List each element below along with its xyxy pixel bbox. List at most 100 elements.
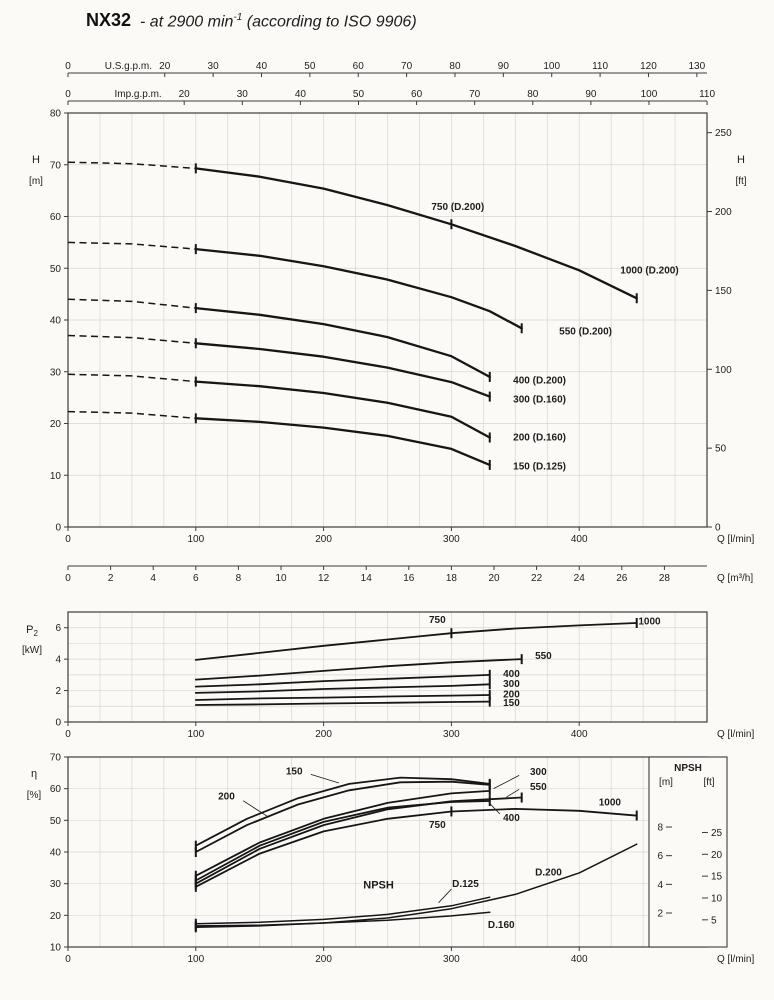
- curve-label: 1000: [638, 616, 661, 627]
- y-tick-label: 2: [55, 686, 61, 697]
- y-tick-label: 70: [50, 160, 62, 171]
- x-tick-label: 100: [187, 954, 204, 965]
- y-axis-unit: [m]: [29, 176, 43, 187]
- npsh-m-tick: 4: [657, 880, 663, 891]
- gpm-tick-label: 20: [159, 61, 171, 72]
- y-tick-label: 50: [50, 816, 62, 827]
- curve-label: D.125: [452, 879, 479, 890]
- m3h-tick-label: 28: [659, 573, 671, 584]
- y-tick-label: 10: [50, 471, 62, 482]
- chart-line: [493, 775, 520, 790]
- x-tick-label: 400: [571, 954, 588, 965]
- m3h-tick-label: 26: [616, 573, 628, 584]
- y-right-axis-label: H: [737, 154, 745, 166]
- curve-550 (D.200): [194, 247, 523, 330]
- npsh-title: NPSH: [674, 763, 702, 774]
- curve-label: 150 (D.125): [513, 461, 566, 472]
- curve-750-1000: [194, 622, 638, 661]
- npsh-m-tick: 6: [657, 851, 663, 862]
- m3h-tick-label: 8: [236, 573, 242, 584]
- npsh-ft-tick: 15: [711, 872, 723, 883]
- chart-line: [242, 800, 269, 818]
- y-tick-label: 60: [50, 784, 62, 795]
- gpm-tick-label: 100: [641, 89, 658, 100]
- npsh-axis-box: [648, 756, 728, 948]
- title-exponent: -1: [233, 11, 243, 23]
- y-axis-unit: [%]: [27, 790, 42, 801]
- npsh-ft-tick: 25: [711, 828, 723, 839]
- curve-200 (D.160): [194, 380, 491, 439]
- y-tick-label: 30: [50, 879, 62, 890]
- head-chart: 0 100 200 300 400 Q [l/min]01020304050607080H…: [29, 61, 754, 584]
- y-tick-label: 0: [55, 523, 61, 534]
- gpm-tick-label: 40: [295, 89, 307, 100]
- curve-dashed-400 (D.200): [67, 298, 196, 309]
- y-tick-label: 60: [50, 212, 62, 223]
- gpm-tick-label: 40: [256, 61, 268, 72]
- y-tick-label: 30: [50, 367, 62, 378]
- curve-NPSH D.200: [195, 843, 638, 929]
- npsh-ft-tick: 10: [711, 893, 723, 904]
- curve-label: 300 (D.160): [513, 395, 566, 406]
- x-tick-label: 200: [315, 729, 332, 740]
- gpm-tick-label: 50: [353, 89, 365, 100]
- gpm-tick-label: 0: [65, 61, 71, 72]
- y-right-tick-label: 150: [715, 286, 732, 297]
- curve-NPSH D.125: [195, 896, 491, 925]
- title-subtitle: - at 2900 min-1 (according to ISO 9906): [140, 12, 417, 31]
- plot-frame: [67, 611, 708, 723]
- x-tick-label: 0: [65, 534, 71, 545]
- curve-150: [194, 700, 491, 706]
- y-right-tick-label: 100: [715, 365, 732, 376]
- m3h-tick-label: 4: [150, 573, 156, 584]
- y-tick-label: 20: [50, 419, 62, 430]
- gpm-axis-name: Imp.g.p.m.: [114, 89, 161, 100]
- y-tick-label: 80: [50, 109, 62, 120]
- curve-label: 200: [503, 690, 520, 701]
- gpm-tick-label: 60: [411, 89, 423, 100]
- chart-line: [310, 774, 340, 784]
- curve-label: 300: [503, 679, 520, 690]
- y-axis-label: η: [31, 768, 37, 780]
- curve-label: D.200: [535, 868, 562, 879]
- gpm-tick-label: 90: [498, 61, 510, 72]
- curve-label: NPSH: [363, 879, 394, 891]
- gpm-tick-label: 130: [688, 61, 705, 72]
- curve-dashed-200 (D.160): [67, 373, 196, 383]
- curve-dashed-550 (D.200): [67, 241, 196, 250]
- curve-dashed-300 (D.160): [67, 334, 196, 345]
- npsh-unit-ft: [ft]: [703, 777, 714, 788]
- curve-400: [194, 674, 491, 688]
- curve-label: D.160: [488, 920, 515, 931]
- y-tick-label: 0: [55, 718, 61, 729]
- curve-300 (D.160): [194, 342, 491, 398]
- chart-line: [489, 803, 501, 815]
- m3h-tick-label: 14: [361, 573, 373, 584]
- npsh-ft-tick: 5: [711, 915, 717, 926]
- x-tick-label: 400: [571, 729, 588, 740]
- y-axis-label: P2: [26, 624, 38, 638]
- gpm-tick-label: 60: [353, 61, 365, 72]
- gpm-tick-label: 110: [592, 61, 608, 72]
- curve-label: 1000: [599, 798, 622, 809]
- curve-dashed-150 (D.125): [67, 410, 196, 420]
- y-tick-label: 40: [50, 316, 62, 327]
- gpm-tick-label: 20: [179, 89, 191, 100]
- curve-label: 400: [503, 813, 520, 824]
- y-axis-label: H: [32, 154, 40, 166]
- title-standard: (according to ISO 9906): [246, 13, 417, 30]
- curve-label: 550: [530, 782, 547, 793]
- npsh-m-tick: 2: [657, 909, 663, 920]
- curve-label: 300: [530, 767, 547, 778]
- gpm-axis-name: U.S.g.p.m.: [105, 61, 152, 72]
- y-tick-label: 70: [50, 753, 62, 764]
- x-axis-unit: Q [l/min]: [717, 729, 754, 740]
- x-tick-label: 300: [443, 954, 460, 965]
- x-tick-label: 0: [65, 954, 71, 965]
- m3h-tick-label: 18: [446, 573, 458, 584]
- y-right-tick-label: 200: [715, 207, 732, 218]
- curve-label: 550 (D.200): [559, 326, 612, 337]
- npsh-unit-m: [m]: [659, 777, 673, 788]
